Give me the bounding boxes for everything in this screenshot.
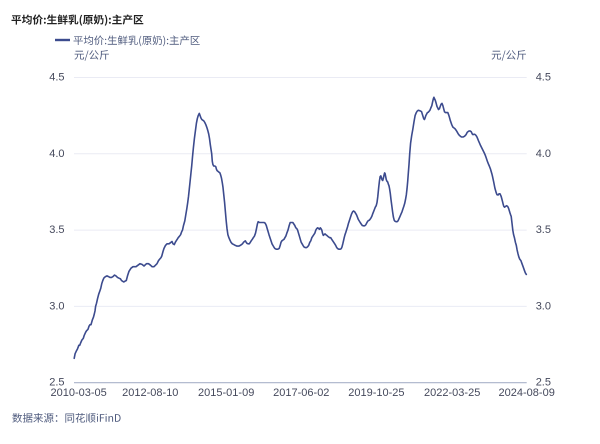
svg-text:2019-10-25: 2019-10-25 (348, 387, 404, 399)
svg-text:4.5: 4.5 (536, 72, 551, 84)
svg-text:3.0: 3.0 (49, 300, 64, 312)
svg-text:2.5: 2.5 (536, 377, 551, 389)
svg-text:4.0: 4.0 (49, 148, 64, 160)
svg-text:4.5: 4.5 (49, 72, 64, 84)
svg-text:2017-06-02: 2017-06-02 (273, 387, 329, 399)
svg-text:3.5: 3.5 (49, 224, 64, 236)
svg-text:3.0: 3.0 (536, 300, 551, 312)
svg-text:2015-01-09: 2015-01-09 (198, 387, 254, 399)
svg-text:2012-08-10: 2012-08-10 (122, 387, 178, 399)
svg-text:2024-08-09: 2024-08-09 (499, 387, 555, 399)
svg-text:3.5: 3.5 (536, 224, 551, 236)
svg-text:2010-03-05: 2010-03-05 (51, 387, 107, 399)
svg-text:4.0: 4.0 (536, 148, 551, 160)
svg-text:2.5: 2.5 (49, 377, 64, 389)
svg-text:2022-03-25: 2022-03-25 (424, 387, 480, 399)
